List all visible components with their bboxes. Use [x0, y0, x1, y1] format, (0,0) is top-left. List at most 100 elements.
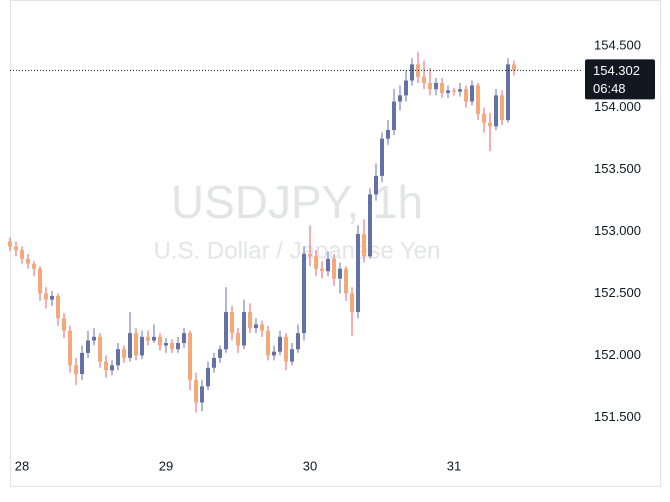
candle-body	[116, 349, 120, 366]
candle-body	[320, 268, 324, 272]
candle-body	[350, 293, 354, 313]
candle-body	[332, 258, 336, 279]
candle-body	[104, 361, 108, 371]
candle-body	[230, 312, 234, 334]
candle-body	[344, 268, 348, 294]
candle-body	[308, 253, 312, 257]
candle-body	[386, 130, 390, 139]
candle-body	[302, 253, 306, 334]
candle-body	[44, 293, 48, 300]
candle-body	[164, 343, 168, 346]
y-tick-label: 154.000	[594, 99, 641, 114]
candle-body	[296, 333, 300, 350]
candle-body	[152, 336, 156, 341]
candle-body	[260, 324, 264, 331]
candle-body	[410, 64, 414, 81]
candle-body	[314, 256, 318, 269]
candle-body	[290, 349, 294, 362]
candle-body	[500, 95, 504, 121]
candle-body	[74, 365, 78, 374]
candle-body	[476, 85, 480, 114]
candle-body	[62, 318, 66, 331]
candle-body	[368, 194, 372, 257]
candle-body	[134, 333, 138, 356]
candle-body	[86, 340, 90, 353]
x-tick-label: 30	[303, 458, 317, 473]
candle-body	[488, 122, 492, 127]
x-tick-label: 31	[447, 458, 461, 473]
candle-body	[356, 234, 360, 313]
candle-body	[284, 336, 288, 362]
candle-body	[98, 336, 102, 362]
candle-body	[248, 312, 252, 329]
candle-body	[128, 333, 132, 358]
watermark-title: USDJPY, 1h	[171, 176, 423, 228]
x-tick-label: 29	[159, 458, 173, 473]
candle-body	[404, 80, 408, 96]
candle-body	[146, 336, 150, 341]
candle-body	[380, 138, 384, 176]
candle-body	[272, 351, 276, 356]
candle-body	[236, 333, 240, 346]
candle-body	[326, 258, 330, 272]
candle-body	[176, 343, 180, 350]
price-label: 154.302	[593, 63, 640, 78]
candle-body	[266, 330, 270, 356]
candle-body	[56, 295, 60, 319]
candle-body	[374, 175, 378, 195]
y-tick-label: 153.500	[594, 161, 641, 176]
candle-body	[200, 386, 204, 403]
y-tick-label: 152.000	[594, 347, 641, 362]
candle-body	[452, 90, 456, 92]
candle-body	[68, 330, 72, 366]
candle-body	[14, 246, 18, 251]
y-tick-label: 152.500	[594, 285, 641, 300]
candle-body	[122, 349, 126, 358]
candle-body	[428, 82, 432, 90]
candle-body	[212, 357, 216, 368]
candle-body	[80, 352, 84, 374]
candle-body	[458, 89, 462, 92]
candle-body	[398, 95, 402, 102]
candle-body	[110, 365, 114, 371]
candle-body	[392, 101, 396, 131]
candle-body	[254, 324, 258, 329]
candle-body	[482, 113, 486, 123]
candle-body	[20, 250, 24, 259]
candle-body	[506, 64, 510, 121]
candle-body	[440, 82, 444, 93]
candle-body	[188, 333, 192, 381]
candle-body	[362, 234, 366, 257]
y-tick-label: 151.500	[594, 409, 641, 424]
candle-body	[224, 312, 228, 350]
candle-body	[32, 263, 36, 269]
candle-body	[206, 367, 210, 387]
candle-body	[512, 64, 516, 71]
y-tick-label: 154.500	[594, 37, 641, 52]
watermark-subtitle: U.S. Dollar / Japanese Yen	[154, 237, 441, 264]
candle-body	[464, 89, 468, 102]
candle-body	[470, 85, 474, 102]
countdown-label: 06:48	[593, 81, 626, 96]
candle-body	[92, 336, 96, 341]
candle-body	[422, 76, 426, 83]
candle-body	[140, 336, 144, 356]
candle-body	[170, 343, 174, 350]
candle-body	[218, 349, 222, 358]
candle-body	[182, 333, 186, 344]
candle-body	[338, 268, 342, 279]
candle-body	[26, 258, 30, 264]
candle-body	[158, 336, 162, 346]
candle-body	[494, 95, 498, 127]
price-label-box	[585, 59, 655, 100]
candle-body	[50, 295, 54, 300]
candle-body	[8, 241, 12, 247]
candle-body	[194, 380, 198, 403]
candle-body	[446, 90, 450, 93]
y-tick-label: 153.000	[594, 223, 641, 238]
candle-body	[434, 82, 438, 90]
x-tick-label: 28	[15, 458, 29, 473]
candle-body	[278, 336, 282, 352]
candle-body	[242, 312, 246, 346]
